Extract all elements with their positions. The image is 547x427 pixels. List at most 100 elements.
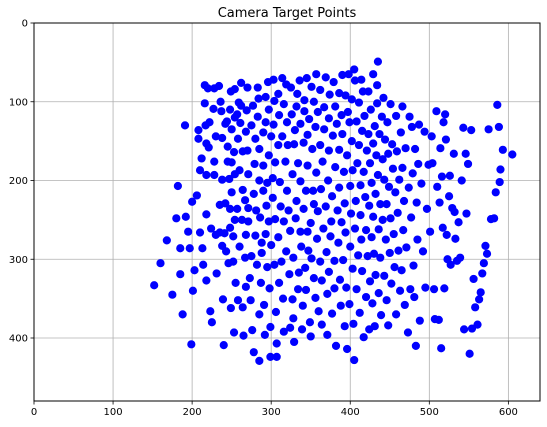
data-point [388, 164, 398, 173]
y-tick-label: 100 [9, 97, 28, 108]
data-point [392, 147, 401, 156]
data-point [370, 122, 379, 131]
data-point [253, 112, 262, 121]
data-point [358, 266, 367, 276]
data-point [403, 328, 413, 337]
data-point [239, 331, 248, 340]
data-point [190, 266, 199, 275]
data-point [254, 94, 263, 103]
data-point [367, 233, 376, 242]
data-point [293, 89, 302, 98]
data-point [441, 110, 450, 119]
data-point [411, 341, 420, 350]
data-point [384, 149, 393, 158]
data-point [462, 209, 471, 218]
plot-frame [33, 22, 541, 402]
data-point [296, 119, 305, 128]
data-point [471, 303, 480, 312]
data-point [237, 101, 246, 110]
data-point [267, 240, 276, 250]
data-point [324, 114, 333, 123]
data-point [241, 230, 250, 239]
data-point [380, 175, 389, 184]
data-point [441, 135, 451, 144]
data-point [256, 213, 265, 222]
data-point [282, 118, 292, 127]
data-point [437, 344, 446, 353]
data-point [212, 269, 221, 278]
data-point [365, 201, 374, 210]
data-point [176, 244, 185, 253]
data-point [308, 186, 318, 195]
data-point [229, 148, 239, 157]
data-point [180, 121, 190, 130]
data-point [320, 125, 329, 134]
data-point [384, 321, 393, 330]
data-point [243, 83, 252, 92]
data-point [439, 118, 448, 127]
data-point [493, 100, 502, 110]
data-point [437, 172, 447, 181]
data-point [369, 139, 378, 148]
data-point [395, 175, 404, 184]
data-point [369, 212, 378, 221]
data-point [249, 189, 258, 198]
data-point [496, 165, 505, 174]
data-point [361, 226, 371, 235]
data-point [345, 118, 354, 127]
data-point [376, 311, 386, 320]
data-point [225, 223, 235, 232]
data-point [264, 105, 273, 114]
data-point [347, 137, 356, 146]
data-point [454, 218, 463, 227]
data-point [305, 318, 315, 327]
data-point [396, 128, 405, 137]
y-axis-ticks: 0 100 200 300 400 [9, 19, 34, 345]
data-point [286, 226, 295, 235]
data-point [264, 151, 273, 160]
data-point [482, 249, 492, 258]
data-point [325, 90, 334, 99]
data-point [380, 135, 390, 144]
data-point [219, 340, 228, 350]
data-point [324, 267, 333, 276]
data-point [397, 266, 406, 275]
data-point [324, 146, 333, 155]
data-point [316, 140, 325, 150]
data-point [311, 122, 320, 132]
data-point [184, 227, 193, 236]
data-point [313, 207, 322, 216]
data-point [250, 159, 259, 169]
data-point [295, 76, 304, 85]
data-point [327, 309, 337, 318]
data-point [331, 341, 341, 350]
data-point [298, 301, 307, 310]
data-point [450, 207, 459, 217]
data-point [227, 125, 236, 134]
data-point [318, 157, 327, 166]
data-point [223, 142, 232, 151]
chart-title: Camera Target Points [218, 6, 357, 21]
data-point [395, 286, 405, 295]
data-point [317, 320, 326, 329]
data-point [214, 81, 224, 91]
data-point [342, 344, 352, 354]
data-point [410, 292, 419, 302]
data-point [373, 57, 383, 66]
data-point [282, 186, 292, 195]
data-point [367, 178, 376, 187]
data-point [351, 196, 360, 206]
data-point [478, 269, 487, 278]
data-point [192, 191, 201, 200]
data-point [274, 233, 283, 242]
data-point [399, 196, 409, 206]
data-point [465, 349, 474, 358]
data-point [269, 120, 278, 129]
data-point [218, 175, 227, 184]
data-point [508, 150, 517, 159]
data-point [244, 203, 253, 213]
data-point [414, 120, 424, 129]
data-point [278, 74, 287, 83]
data-point [337, 218, 346, 227]
data-point [233, 110, 242, 119]
